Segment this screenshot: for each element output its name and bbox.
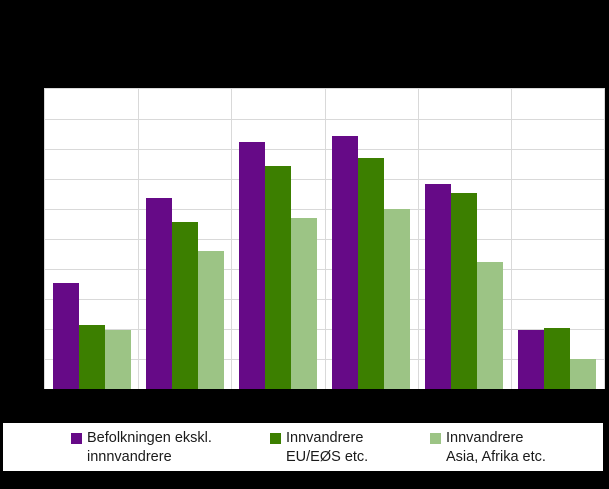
bar bbox=[104, 329, 131, 389]
bar bbox=[570, 359, 597, 389]
legend-label: Innvandrere EU/EØS etc. bbox=[286, 429, 368, 467]
bar-group-5 bbox=[418, 89, 511, 389]
bar bbox=[477, 262, 504, 389]
legend-label-line2: EU/EØS etc. bbox=[286, 449, 369, 465]
bar bbox=[171, 221, 198, 389]
bar bbox=[518, 330, 545, 389]
plot-area bbox=[44, 88, 605, 389]
bar bbox=[238, 142, 265, 389]
bar-group-4 bbox=[325, 89, 418, 389]
bar-group-6 bbox=[511, 89, 604, 389]
bar bbox=[332, 135, 359, 389]
legend: Befolkningen ekskl. innnvandrere Innvand… bbox=[3, 423, 603, 471]
vertical-gridline bbox=[324, 89, 326, 389]
vertical-gridline bbox=[417, 89, 419, 389]
vertical-gridline bbox=[510, 89, 512, 389]
bar bbox=[544, 328, 571, 389]
bar bbox=[290, 218, 317, 389]
legend-label-line1: Befolkningen ekskl. bbox=[87, 430, 212, 446]
legend-swatch-purple bbox=[71, 433, 82, 444]
legend-label-line2: innnvandrere bbox=[87, 449, 172, 465]
bar bbox=[145, 198, 172, 389]
bar bbox=[425, 184, 452, 389]
vertical-gridline bbox=[138, 89, 140, 389]
bar-group-3 bbox=[231, 89, 324, 389]
legend-swatch-light-green bbox=[430, 433, 441, 444]
bar bbox=[451, 192, 478, 389]
legend-label-line1: Innvandrere bbox=[286, 430, 364, 446]
legend-item-befolkningen: Befolkningen ekskl. innnvandrere bbox=[71, 429, 212, 467]
bar bbox=[52, 283, 79, 389]
legend-item-innvandrere-asia-afrika: Innvandrere Asia, Afrika etc. bbox=[430, 429, 546, 467]
bar bbox=[78, 325, 105, 389]
legend-label-line2: Asia, Afrika etc. bbox=[446, 449, 546, 465]
legend-label: Innvandrere Asia, Afrika etc. bbox=[446, 429, 546, 467]
bar-group-2 bbox=[138, 89, 231, 389]
legend-item-innvandrere-eu-eos: Innvandrere EU/EØS etc. bbox=[270, 429, 368, 467]
bar bbox=[264, 166, 291, 389]
bar-group-1 bbox=[45, 89, 138, 389]
legend-label: Befolkningen ekskl. innnvandrere bbox=[87, 429, 212, 467]
bar bbox=[358, 158, 385, 389]
legend-swatch-dark-green bbox=[270, 433, 281, 444]
vertical-gridline bbox=[231, 89, 233, 389]
bar bbox=[384, 209, 411, 389]
bar bbox=[197, 251, 224, 389]
legend-label-line1: Innvandrere bbox=[446, 430, 524, 446]
